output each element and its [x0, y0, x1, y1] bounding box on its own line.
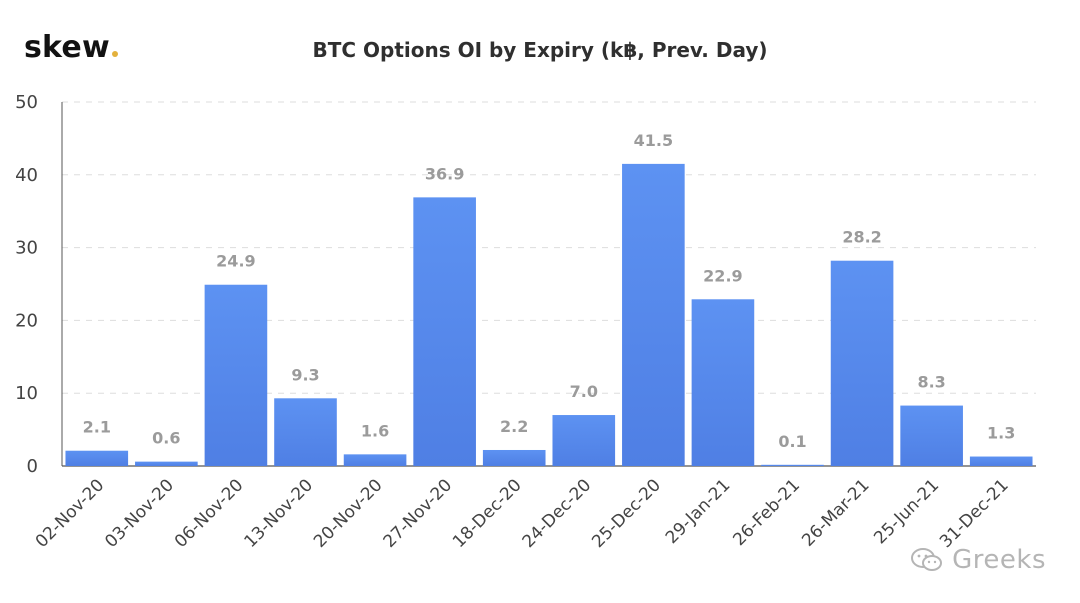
bars	[65, 163, 1033, 467]
data-label: 8.3	[917, 373, 945, 392]
data-label: 28.2	[842, 228, 881, 247]
bar	[552, 415, 616, 466]
data-label: 2.2	[500, 417, 528, 436]
x-tick-label: 25-Dec-20	[588, 475, 665, 552]
bar	[65, 450, 129, 466]
watermark: Greeks	[910, 545, 1046, 575]
x-tick-label: 24-Dec-20	[519, 475, 596, 552]
data-label: 1.3	[987, 424, 1015, 443]
x-tick-label: 18-Dec-20	[449, 475, 526, 552]
bar	[969, 456, 1033, 466]
bar	[830, 260, 894, 466]
x-tick-label: 02-Nov-20	[32, 475, 109, 552]
data-label: 9.3	[291, 365, 319, 384]
bar	[274, 398, 337, 466]
x-tick-label: 26-Feb-21	[729, 475, 804, 550]
bar	[622, 163, 685, 466]
bar	[761, 464, 824, 466]
y-axis-ticks: 0 10 20 30 40 50	[15, 92, 38, 477]
x-tick-label: 29-Jan-21	[662, 475, 735, 548]
watermark-text: Greeks	[952, 545, 1046, 575]
logo-text: skew	[24, 30, 110, 65]
y-tick-label: 20	[15, 310, 38, 331]
x-tick-label: 03-Nov-20	[101, 475, 178, 552]
x-tick-label: 13-Nov-20	[240, 475, 317, 552]
data-label: 0.1	[778, 432, 806, 451]
x-axis-ticks: 02-Nov-2003-Nov-2006-Nov-2013-Nov-2020-N…	[32, 475, 1013, 552]
x-tick-label: 31-Dec-21	[936, 475, 1013, 552]
y-tick-label: 10	[15, 383, 38, 404]
data-label: 22.9	[703, 266, 742, 285]
logo-dot	[111, 51, 118, 57]
value-labels: 2.1 0.6 24.9 9.3 1.6 36.9 2.2 7.0 41.5 22.9 0.1 28.…	[83, 131, 1016, 451]
data-label: 41.5	[634, 131, 673, 150]
bar	[135, 461, 198, 466]
data-label: 1.6	[361, 421, 389, 440]
bar	[691, 299, 755, 466]
bar	[343, 454, 407, 466]
data-label: 2.1	[83, 418, 111, 437]
data-label: 24.9	[216, 252, 255, 271]
y-tick-label: 40	[15, 165, 38, 186]
x-tick-label: 27-Nov-20	[380, 475, 457, 552]
x-tick-label: 25-Jun-21	[870, 475, 943, 548]
bar	[413, 197, 476, 467]
chat-bubbles-icon	[911, 548, 943, 571]
y-tick-label: 0	[27, 456, 38, 477]
chart-title: BTC Options OI by Expiry (k฿, Prev. Day)	[312, 38, 768, 62]
y-tick-label: 50	[15, 92, 38, 113]
x-tick-label: 20-Nov-20	[310, 475, 387, 552]
x-tick-label: 26-Mar-21	[798, 475, 873, 550]
x-tick-label: 06-Nov-20	[171, 475, 248, 552]
bar	[900, 405, 963, 466]
data-label: 7.0	[570, 382, 598, 401]
bar	[204, 284, 268, 466]
data-label: 0.6	[152, 429, 180, 448]
data-label: 36.9	[425, 164, 464, 183]
bar	[482, 449, 546, 466]
y-tick-label: 30	[15, 238, 38, 259]
skew-logo: skew	[24, 30, 118, 65]
